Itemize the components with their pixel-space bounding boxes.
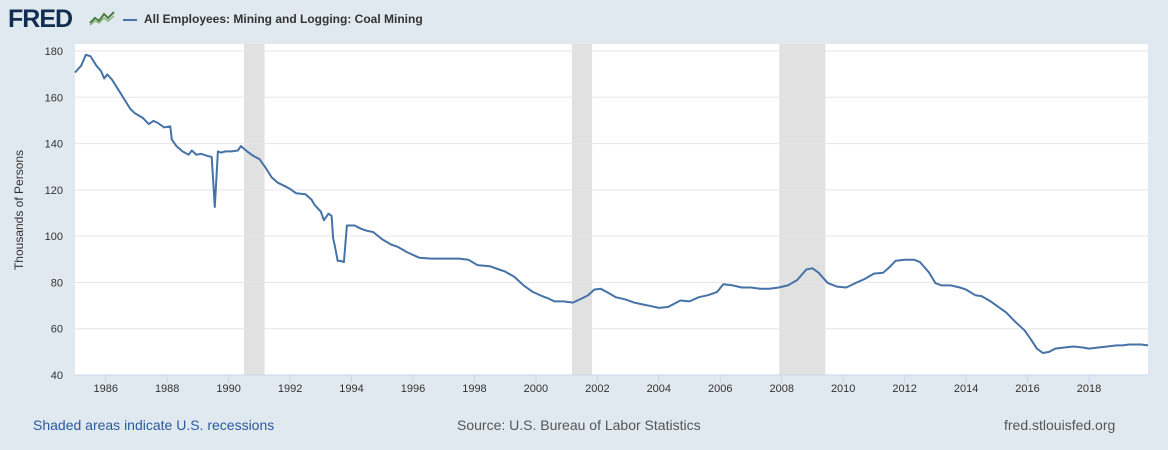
x-tick-label: 2014 <box>954 383 978 395</box>
y-tick-label: 100 <box>45 231 63 243</box>
legend-line-swatch <box>123 19 137 21</box>
recession-band <box>571 44 593 375</box>
recession-note-link[interactable]: Shaded areas indicate U.S. recessions <box>33 417 275 433</box>
recession-shading <box>244 44 826 375</box>
x-tick-label: 1990 <box>216 383 240 395</box>
chart-logo-icon <box>89 11 115 26</box>
y-tick-label: 80 <box>51 277 63 289</box>
fred-logo[interactable]: FRED <box>8 5 73 33</box>
series-line[interactable] <box>74 53 1149 354</box>
y-tick-label: 40 <box>51 370 63 382</box>
y-axis-label: Thousands of Persons <box>12 150 26 270</box>
x-tick-label: 2002 <box>585 383 609 395</box>
y-tick-label: 140 <box>45 139 63 151</box>
y-tick-label: 160 <box>45 92 63 104</box>
x-tick-label: 1988 <box>155 383 179 395</box>
header: FRED All Employees: Mining and Logging: … <box>0 0 1168 40</box>
x-tick-label: 1996 <box>401 383 425 395</box>
x-tick-label: 2006 <box>708 383 732 395</box>
grid-lines <box>75 50 1148 330</box>
y-tick-label: 120 <box>45 185 63 197</box>
plot-area <box>75 44 1148 375</box>
y-tick-label: 180 <box>45 46 63 58</box>
x-tick-label: 1998 <box>462 383 486 395</box>
source-text: Source: U.S. Bureau of Labor Statistics <box>457 417 701 433</box>
x-tick-label: 2016 <box>1015 383 1039 395</box>
x-tick-label: 2010 <box>831 383 855 395</box>
legend-series-label[interactable]: All Employees: Mining and Logging: Coal … <box>144 12 423 26</box>
x-tick-label: 1994 <box>339 383 363 395</box>
x-tick-label: 2012 <box>892 383 916 395</box>
x-tick-label: 1986 <box>93 383 117 395</box>
y-tick-label: 60 <box>51 324 63 336</box>
recession-band <box>244 44 265 375</box>
y-axis-ticks: 40 60 80 100 120 140 160 180 <box>45 46 63 382</box>
x-tick-label: 2008 <box>769 383 793 395</box>
recession-band <box>779 44 826 375</box>
x-tick-label: 2018 <box>1077 383 1101 395</box>
site-url[interactable]: fred.stlouisfed.org <box>1004 417 1116 433</box>
x-tick-label: 2004 <box>647 383 671 395</box>
x-tick-label: 2000 <box>524 383 548 395</box>
x-tick-label: 1992 <box>278 383 302 395</box>
x-axis-ticks: 1986 1988 1990 1992 1994 1996 1998 2000 2002 2004… <box>75 374 1148 395</box>
